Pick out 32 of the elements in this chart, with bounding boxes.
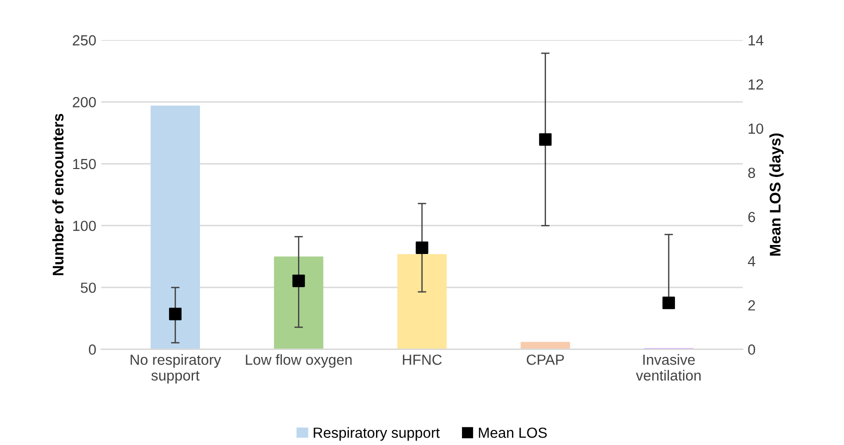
- point: [539, 133, 552, 146]
- y-tick-label: 50: [80, 282, 96, 293]
- x-tick-label: No respiratory support: [130, 354, 222, 384]
- y2-axis-title: Mean LOS (days): [769, 133, 784, 256]
- bar: [274, 256, 324, 350]
- y-tick-label: 250: [72, 35, 96, 46]
- point: [662, 296, 675, 310]
- x-tick-label: Invasive ventilation: [636, 354, 701, 381]
- y-tick-label: 100: [73, 220, 96, 232]
- point: [169, 308, 182, 320]
- y2-tick-label: 12: [748, 79, 764, 90]
- x-tick-label: HFNC: [402, 354, 442, 365]
- y2-tick-label: 8: [748, 168, 756, 178]
- y-axis-title: Number of encounters: [52, 114, 64, 276]
- y2-tick-label: 4: [748, 256, 756, 266]
- bar: [397, 254, 447, 350]
- x-tick-label: CPAP: [526, 354, 564, 365]
- point: [416, 241, 428, 254]
- y-tick-label: 200: [72, 97, 96, 108]
- y-tick-label: 150: [73, 158, 96, 170]
- bar: [150, 106, 200, 350]
- y2-tick-label: 10: [748, 124, 764, 134]
- y2-tick-label: 0: [748, 344, 756, 355]
- y2-tick-label: 2: [748, 300, 755, 310]
- legend-label: Respiratory support: [314, 427, 440, 441]
- legend-label: Mean LOS: [478, 428, 547, 438]
- x-tick-label: Low flow oxygen: [246, 354, 352, 368]
- y2-tick-label: 6: [748, 212, 756, 222]
- bar: [520, 342, 570, 350]
- point: [292, 274, 305, 288]
- y2-tick-label: 14: [748, 35, 764, 46]
- y-tick-label: 0: [88, 344, 96, 355]
